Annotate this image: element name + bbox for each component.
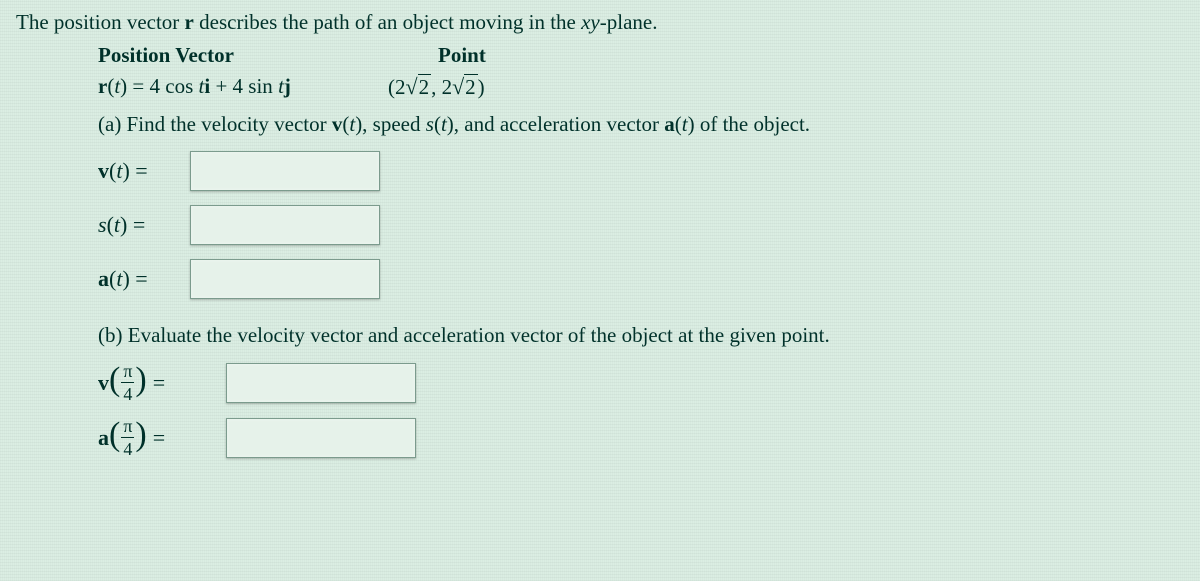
input-s-t[interactable] (190, 205, 380, 245)
fraction: π 4 (121, 417, 134, 458)
intro-end: -plane. (600, 10, 658, 34)
eq-sign2: = (153, 425, 165, 451)
input-a-pi4[interactable] (226, 418, 416, 458)
frac-den2: 4 (121, 437, 134, 458)
column-headers: Position Vector Point (98, 43, 1184, 68)
eq-sign: = (153, 370, 165, 396)
input-v-t[interactable] (190, 151, 380, 191)
right-paren-icon: ) (135, 420, 146, 451)
pa-v: v (332, 112, 343, 136)
pa-m3: ( (434, 112, 441, 136)
expr-mid2: + 4 sin (210, 74, 278, 98)
frac-num: π (121, 362, 134, 382)
expr-mid1: ) = 4 cos (120, 74, 198, 98)
intro-text: The position vector r describes the path… (16, 10, 1184, 35)
sqrt-icon: 2 (406, 74, 432, 100)
row-v-t: v(t) = (98, 151, 1184, 191)
vp-v: v (98, 370, 109, 396)
part-a-prompt: (a) Find the velocity vector v(t), speed… (98, 112, 1184, 137)
point-comma: , 2 (431, 75, 452, 99)
label-s-t: s(t) = (98, 212, 182, 238)
ap-a: a (98, 425, 109, 451)
pa-m6: ) of the object. (688, 112, 810, 136)
position-vector-expr: r(t) = 4 cos ti + 4 sin tj (98, 74, 358, 100)
vt-close: ) = (122, 158, 147, 183)
point-open: (2 (388, 75, 406, 99)
input-a-t[interactable] (190, 259, 380, 299)
intro-xy: xy (581, 10, 600, 34)
label-v-pi4: v ( π 4 ) = (98, 362, 218, 403)
r-bold: r (98, 74, 107, 98)
label-a-pi4: a ( π 4 ) = (98, 417, 218, 458)
pa-a: a (664, 112, 675, 136)
point-value: (22, 22) (388, 74, 485, 100)
intro-mid: describes the path of an object moving i… (194, 10, 581, 34)
label-v-t: v(t) = (98, 158, 182, 184)
right-paren-icon: ) (135, 365, 146, 396)
sqrt-icon: 2 (452, 74, 478, 100)
header-point: Point (438, 43, 486, 68)
row-a-t: a(t) = (98, 259, 1184, 299)
row-s-t: s(t) = (98, 205, 1184, 245)
point-close: ) (478, 75, 485, 99)
pa-m2: ), speed (355, 112, 426, 136)
pa-m4: ), and acceleration vector (447, 112, 664, 136)
left-paren-icon: ( (109, 420, 120, 451)
header-position-vector: Position Vector (98, 43, 358, 68)
st-s: s (98, 212, 107, 237)
input-v-pi4[interactable] (226, 363, 416, 403)
at-a: a (98, 266, 109, 291)
part-b-prompt: (b) Evaluate the velocity vector and acc… (98, 323, 1184, 348)
rad2: 2 (464, 74, 478, 99)
intro-r: r (185, 10, 194, 34)
st-close: ) = (120, 212, 145, 237)
row-a-pi4: a ( π 4 ) = (98, 417, 1184, 458)
pa-m5: ( (675, 112, 682, 136)
j-vec: j (284, 74, 291, 98)
value-row: r(t) = 4 cos ti + 4 sin tj (22, 22) (98, 74, 1184, 100)
fraction: π 4 (121, 362, 134, 403)
pa-prefix: (a) Find the velocity vector (98, 112, 332, 136)
at-close: ) = (122, 266, 147, 291)
frac-num2: π (121, 417, 134, 437)
label-a-t: a(t) = (98, 266, 182, 292)
frac-den: 4 (121, 382, 134, 403)
vt-v: v (98, 158, 109, 183)
rad1: 2 (418, 74, 432, 99)
intro-prefix: The position vector (16, 10, 185, 34)
left-paren-icon: ( (109, 365, 120, 396)
pa-s: s (426, 112, 434, 136)
st-open: ( (107, 212, 114, 237)
row-v-pi4: v ( π 4 ) = (98, 362, 1184, 403)
